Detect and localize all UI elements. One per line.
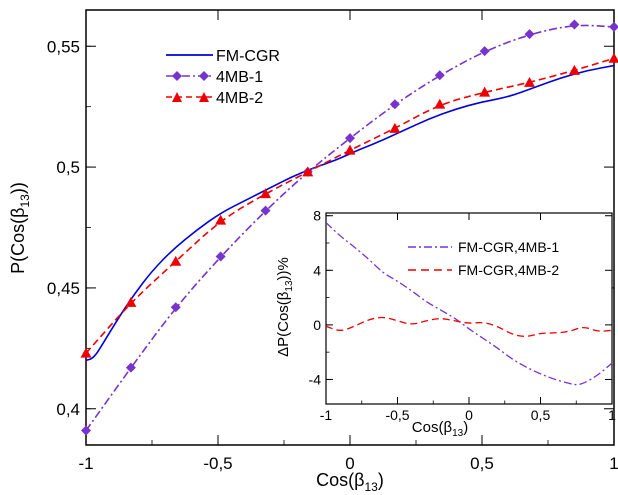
inset-legend: FM-CGR,4MB-1 FM-CGR,4MB-2 [408,239,559,278]
x-tick-label: -0,5 [203,454,232,473]
data-point-diamond [345,133,355,144]
inset-legend-entry-4mb-1: FM-CGR,4MB-1 [408,239,559,255]
y-tick-label: 4 [313,262,321,278]
data-point-triangle [389,122,401,133]
legend-label-4mb-2: 4MB-2 [216,90,263,107]
data-point-triangle [215,214,227,225]
legend-marker-triangle [172,92,182,102]
legend-marker-diamond [172,71,182,81]
main-legend: FM-CGR 4MB-1 4MB-2 [166,48,280,107]
legend-entry-fm-cgr: FM-CGR [166,48,280,65]
series-line-fm-cgr-4mb-1 [325,222,613,386]
inset-legend-label-4mb-1: FM-CGR,4MB-1 [458,239,559,255]
legend-marker-triangle [199,92,209,102]
data-point-diamond [170,302,181,313]
y-tick-label: -4 [309,371,322,387]
legend-label-4mb-1: 4MB-1 [216,69,263,86]
main-series-group [80,19,618,436]
y-tick-label: 0,45 [47,279,80,298]
data-point-diamond [569,19,580,30]
data-point-diamond [81,425,91,436]
data-point-triangle [260,188,272,199]
legend-label-fm-cgr: FM-CGR [216,48,280,65]
inset-legend-label-4mb-2: FM-CGR,4MB-2 [458,262,559,278]
inset-y-axis-label: ΔP(Cos(β13))% [275,257,295,357]
main-y-axis-label: P(Cos(β13)) [8,182,32,274]
data-point-triangle [125,296,137,307]
main-tick-labels: -1 -0,5 0 0,5 1 0,4 0,45 0,5 0,55 [47,37,618,473]
legend-entry-4mb-2: 4MB-2 [166,90,263,107]
data-point-triangle [302,166,314,177]
data-point-diamond [479,46,490,57]
series-line-4mb-1 [85,24,615,431]
data-point-triangle [170,255,182,266]
data-point-triangle [434,98,446,109]
x-tick-label: -1 [78,454,93,473]
data-point-diamond [260,205,271,216]
inset-legend-entry-4mb-2: FM-CGR,4MB-2 [408,262,559,278]
data-point-diamond [524,29,535,40]
data-point-triangle [479,86,491,97]
inset-x-axis-label: Cos(β13) [412,419,468,439]
y-tick-label: 0,5 [56,158,80,177]
legend-marker-diamond [199,71,209,81]
x-tick-label: -1 [320,407,333,423]
data-point-diamond [215,251,226,262]
inset-ticks [325,213,613,404]
data-point-triangle [608,52,618,63]
inset-tick-labels: -1 -0,5 0 0,5 1 -4 0 4 8 [309,208,617,423]
x-tick-label: 0,5 [470,454,494,473]
data-point-diamond [389,99,400,110]
y-tick-label: 0,55 [47,37,80,56]
y-tick-label: 0,4 [56,400,80,419]
legend-entry-4mb-1: 4MB-1 [166,69,263,86]
data-point-triangle [524,77,536,87]
data-point-diamond [609,21,618,32]
y-tick-label: 0 [313,317,321,333]
x-tick-label: 1 [608,407,616,423]
x-tick-label: -0,5 [385,407,409,423]
x-tick-label: 0 [465,407,473,423]
inset-series-group [325,222,613,386]
main-ticks [85,10,615,445]
data-point-diamond [125,362,136,373]
series-line-4mb-2 [85,57,615,354]
data-point-triangle [344,144,356,155]
x-tick-label: 0,5 [531,407,551,423]
data-point-triangle [80,347,92,358]
data-point-triangle [568,64,580,75]
x-tick-label: 0 [345,454,354,473]
main-x-axis-label: Cos(β13) [316,470,384,494]
data-point-diamond [434,70,445,81]
x-tick-label: 1 [609,454,618,473]
y-tick-label: 8 [313,208,321,224]
